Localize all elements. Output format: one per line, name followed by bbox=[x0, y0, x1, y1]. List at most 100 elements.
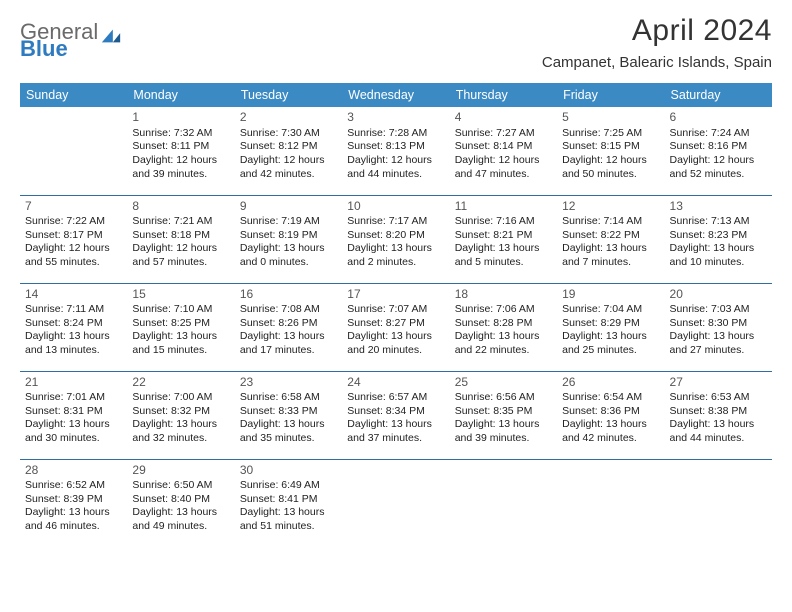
daylight-line: and 51 minutes. bbox=[240, 520, 337, 534]
calendar-cell: 8Sunrise: 7:21 AMSunset: 8:18 PMDaylight… bbox=[127, 195, 234, 283]
sunset-line: Sunset: 8:35 PM bbox=[455, 405, 552, 419]
sunrise-line: Sunrise: 6:56 AM bbox=[455, 391, 552, 405]
daylight-line: and 42 minutes. bbox=[562, 432, 659, 446]
calendar-cell: 9Sunrise: 7:19 AMSunset: 8:19 PMDaylight… bbox=[235, 195, 342, 283]
sunset-line: Sunset: 8:38 PM bbox=[670, 405, 767, 419]
daylight-line: and 52 minutes. bbox=[670, 168, 767, 182]
sunrise-line: Sunrise: 7:21 AM bbox=[132, 215, 229, 229]
day-number: 19 bbox=[562, 287, 659, 303]
calendar-cell: 2Sunrise: 7:30 AMSunset: 8:12 PMDaylight… bbox=[235, 107, 342, 195]
sunset-line: Sunset: 8:17 PM bbox=[25, 229, 122, 243]
daylight-line: Daylight: 13 hours bbox=[132, 418, 229, 432]
calendar-cell: 26Sunrise: 6:54 AMSunset: 8:36 PMDayligh… bbox=[557, 371, 664, 459]
sunset-line: Sunset: 8:18 PM bbox=[132, 229, 229, 243]
calendar-cell: 10Sunrise: 7:17 AMSunset: 8:20 PMDayligh… bbox=[342, 195, 449, 283]
daylight-line: Daylight: 13 hours bbox=[347, 242, 444, 256]
sunset-line: Sunset: 8:40 PM bbox=[132, 493, 229, 507]
daylight-line: and 10 minutes. bbox=[670, 256, 767, 270]
daylight-line: and 44 minutes. bbox=[347, 168, 444, 182]
daylight-line: Daylight: 13 hours bbox=[670, 418, 767, 432]
title-block: April 2024 Campanet, Balearic Islands, S… bbox=[542, 14, 772, 71]
sunrise-line: Sunrise: 7:27 AM bbox=[455, 127, 552, 141]
sunrise-line: Sunrise: 7:11 AM bbox=[25, 303, 122, 317]
daylight-line: and 17 minutes. bbox=[240, 344, 337, 358]
sunrise-line: Sunrise: 6:54 AM bbox=[562, 391, 659, 405]
calendar-cell: 3Sunrise: 7:28 AMSunset: 8:13 PMDaylight… bbox=[342, 107, 449, 195]
daylight-line: Daylight: 12 hours bbox=[25, 242, 122, 256]
calendar-cell: 19Sunrise: 7:04 AMSunset: 8:29 PMDayligh… bbox=[557, 283, 664, 371]
day-number: 10 bbox=[347, 199, 444, 215]
calendar-row: 7Sunrise: 7:22 AMSunset: 8:17 PMDaylight… bbox=[20, 195, 772, 283]
day-number: 5 bbox=[562, 110, 659, 126]
daylight-line: Daylight: 12 hours bbox=[240, 154, 337, 168]
calendar-cell: 17Sunrise: 7:07 AMSunset: 8:27 PMDayligh… bbox=[342, 283, 449, 371]
daylight-line: Daylight: 13 hours bbox=[455, 418, 552, 432]
calendar-cell: 27Sunrise: 6:53 AMSunset: 8:38 PMDayligh… bbox=[665, 371, 772, 459]
daylight-line: and 39 minutes. bbox=[132, 168, 229, 182]
day-number: 14 bbox=[25, 287, 122, 303]
sunrise-line: Sunrise: 7:30 AM bbox=[240, 127, 337, 141]
dayhead-sun: Sunday bbox=[20, 83, 127, 107]
sunrise-line: Sunrise: 7:19 AM bbox=[240, 215, 337, 229]
day-number: 29 bbox=[132, 463, 229, 479]
calendar-cell: 15Sunrise: 7:10 AMSunset: 8:25 PMDayligh… bbox=[127, 283, 234, 371]
calendar-cell: 12Sunrise: 7:14 AMSunset: 8:22 PMDayligh… bbox=[557, 195, 664, 283]
calendar-body: 1Sunrise: 7:32 AMSunset: 8:11 PMDaylight… bbox=[20, 107, 772, 547]
calendar-cell: 20Sunrise: 7:03 AMSunset: 8:30 PMDayligh… bbox=[665, 283, 772, 371]
daylight-line: and 44 minutes. bbox=[670, 432, 767, 446]
daylight-line: Daylight: 13 hours bbox=[347, 418, 444, 432]
daylight-line: and 46 minutes. bbox=[25, 520, 122, 534]
calendar-cell bbox=[342, 459, 449, 547]
day-number: 18 bbox=[455, 287, 552, 303]
sunrise-line: Sunrise: 7:16 AM bbox=[455, 215, 552, 229]
sunset-line: Sunset: 8:21 PM bbox=[455, 229, 552, 243]
day-number: 24 bbox=[347, 375, 444, 391]
sunrise-line: Sunrise: 7:10 AM bbox=[132, 303, 229, 317]
daylight-line: and 57 minutes. bbox=[132, 256, 229, 270]
sunset-line: Sunset: 8:33 PM bbox=[240, 405, 337, 419]
logo-text: General Blue bbox=[20, 22, 98, 60]
sunrise-line: Sunrise: 7:04 AM bbox=[562, 303, 659, 317]
day-number: 6 bbox=[670, 110, 767, 126]
calendar-cell bbox=[557, 459, 664, 547]
calendar-row: 14Sunrise: 7:11 AMSunset: 8:24 PMDayligh… bbox=[20, 283, 772, 371]
daylight-line: and 2 minutes. bbox=[347, 256, 444, 270]
day-number: 16 bbox=[240, 287, 337, 303]
sunset-line: Sunset: 8:39 PM bbox=[25, 493, 122, 507]
day-number: 22 bbox=[132, 375, 229, 391]
sunset-line: Sunset: 8:19 PM bbox=[240, 229, 337, 243]
daylight-line: and 50 minutes. bbox=[562, 168, 659, 182]
daylight-line: and 39 minutes. bbox=[455, 432, 552, 446]
day-number: 26 bbox=[562, 375, 659, 391]
daylight-line: and 15 minutes. bbox=[132, 344, 229, 358]
sunrise-line: Sunrise: 6:58 AM bbox=[240, 391, 337, 405]
daylight-line: and 25 minutes. bbox=[562, 344, 659, 358]
sunset-line: Sunset: 8:15 PM bbox=[562, 140, 659, 154]
sunset-line: Sunset: 8:36 PM bbox=[562, 405, 659, 419]
sunset-line: Sunset: 8:14 PM bbox=[455, 140, 552, 154]
day-number: 4 bbox=[455, 110, 552, 126]
daylight-line: and 22 minutes. bbox=[455, 344, 552, 358]
day-number: 7 bbox=[25, 199, 122, 215]
dayhead-mon: Monday bbox=[127, 83, 234, 107]
daylight-line: Daylight: 13 hours bbox=[240, 330, 337, 344]
sunset-line: Sunset: 8:30 PM bbox=[670, 317, 767, 331]
daylight-line: Daylight: 12 hours bbox=[670, 154, 767, 168]
day-number: 27 bbox=[670, 375, 767, 391]
daylight-line: Daylight: 13 hours bbox=[132, 506, 229, 520]
calendar-cell: 24Sunrise: 6:57 AMSunset: 8:34 PMDayligh… bbox=[342, 371, 449, 459]
calendar-row: 28Sunrise: 6:52 AMSunset: 8:39 PMDayligh… bbox=[20, 459, 772, 547]
daylight-line: Daylight: 12 hours bbox=[562, 154, 659, 168]
calendar-cell: 4Sunrise: 7:27 AMSunset: 8:14 PMDaylight… bbox=[450, 107, 557, 195]
calendar-cell bbox=[20, 107, 127, 195]
calendar-cell: 21Sunrise: 7:01 AMSunset: 8:31 PMDayligh… bbox=[20, 371, 127, 459]
sunrise-line: Sunrise: 6:52 AM bbox=[25, 479, 122, 493]
sunrise-line: Sunrise: 7:00 AM bbox=[132, 391, 229, 405]
calendar-cell: 7Sunrise: 7:22 AMSunset: 8:17 PMDaylight… bbox=[20, 195, 127, 283]
month-title: April 2024 bbox=[542, 14, 772, 48]
sunrise-line: Sunrise: 7:01 AM bbox=[25, 391, 122, 405]
logo-mark-icon bbox=[100, 24, 122, 46]
sunset-line: Sunset: 8:26 PM bbox=[240, 317, 337, 331]
daylight-line: Daylight: 13 hours bbox=[347, 330, 444, 344]
dayhead-thu: Thursday bbox=[450, 83, 557, 107]
